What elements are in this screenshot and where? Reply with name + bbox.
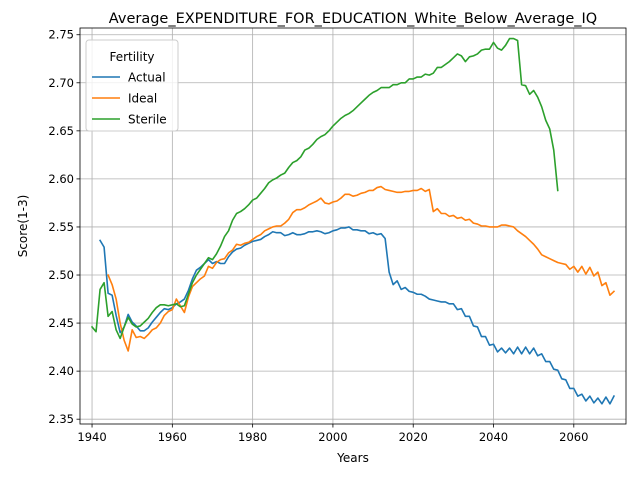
x-tick-label: 2060 — [559, 430, 588, 444]
legend-label-actual: Actual — [128, 71, 166, 85]
gridlines — [80, 28, 626, 424]
x-tick-label: 1940 — [77, 430, 106, 444]
series-line-actual — [98, 226, 616, 405]
x-axis-label: Years — [336, 451, 369, 465]
y-tick-label: 2.50 — [48, 268, 74, 282]
y-tick-label: 2.65 — [48, 124, 74, 138]
chart-title: Average_EXPENDITURE_FOR_EDUCATION_White_… — [109, 11, 597, 27]
series-lines — [90, 37, 616, 405]
legend-label-sterile: Sterile — [128, 113, 167, 127]
legend-box — [85, 39, 179, 132]
y-tick-label: 2.55 — [48, 220, 74, 234]
y-tick-label: 2.75 — [48, 28, 74, 42]
y-tick-label: 2.45 — [48, 316, 74, 330]
y-axis-ticks: 2.35 2.40 2.45 2.50 2.55 2.60 2.65 2.70 2.75 — [48, 28, 80, 426]
x-tick-label: 2040 — [479, 430, 508, 444]
legend: Fertility Actual Ideal Sterile — [85, 39, 179, 132]
y-axis-label: Score(1-3) — [16, 195, 30, 258]
x-tick-label: 2000 — [318, 430, 347, 444]
x-tick-label: 1980 — [238, 430, 267, 444]
series-line-sterile — [90, 37, 559, 340]
x-tick-label: 2020 — [399, 430, 428, 444]
x-tick-label: 1960 — [158, 430, 187, 444]
y-tick-label: 2.60 — [48, 172, 74, 186]
x-axis-ticks: 1940 1960 1980 2000 2020 2040 2060 — [77, 424, 588, 444]
series-line-ideal — [107, 185, 616, 352]
axes-frame — [79, 27, 627, 425]
legend-title: Fertility — [109, 50, 154, 64]
y-tick-label: 2.70 — [48, 76, 74, 90]
legend-label-ideal: Ideal — [128, 92, 157, 106]
y-tick-label: 2.40 — [48, 364, 74, 378]
y-tick-label: 2.35 — [48, 412, 74, 426]
